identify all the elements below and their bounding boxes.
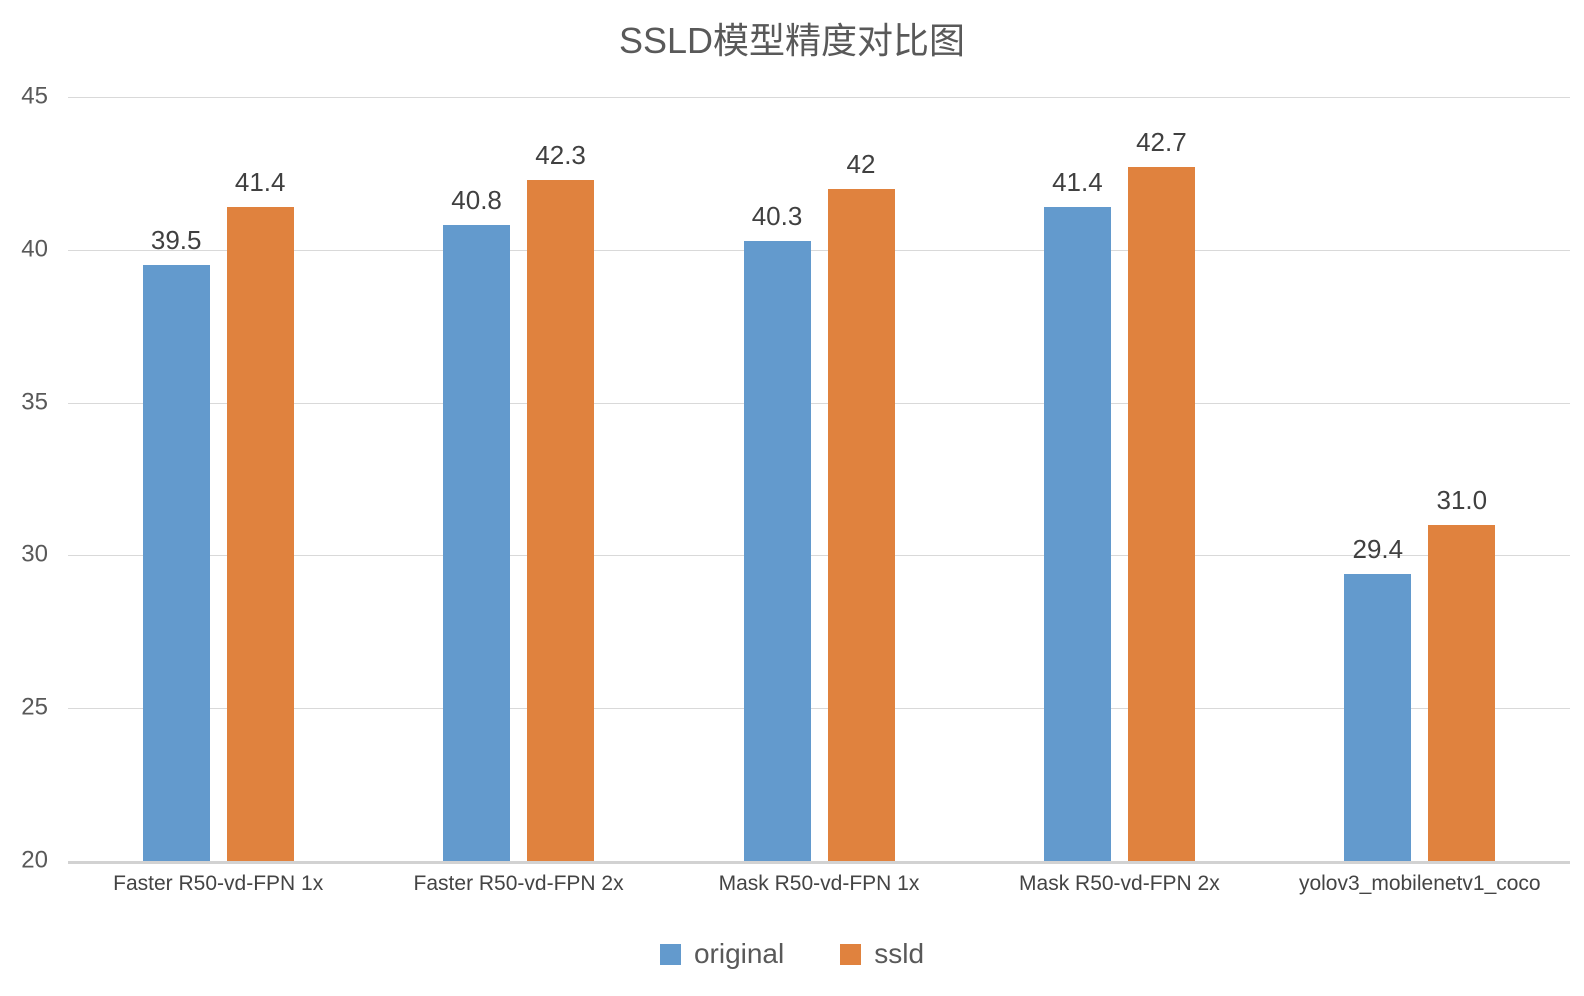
bar-value-label: 40.3 — [751, 200, 803, 231]
legend-label: original — [693, 938, 785, 969]
y-tick-label: 35 — [21, 388, 48, 416]
x-category-label: Mask R50-vd-FPN 1x — [718, 872, 920, 895]
gridline-25 — [68, 708, 1570, 710]
bar-ssld — [1428, 524, 1496, 861]
y-tick-label: 45 — [21, 82, 48, 110]
legend-swatch-icon — [659, 943, 681, 965]
y-tick-label: 40 — [21, 235, 48, 263]
gridline-35 — [68, 402, 1570, 404]
x-category-label: yolov3_mobilenetv1_coco — [1298, 872, 1541, 895]
chart-title: SSLD模型精度对比图 — [618, 20, 966, 61]
gridline-30 — [68, 555, 1570, 557]
bar-value-label: 29.4 — [1352, 533, 1404, 564]
bar-ssld — [527, 179, 595, 861]
bar-value-label: 41.4 — [1052, 167, 1103, 198]
x-category-label: Mask R50-vd-FPN 2x — [1019, 872, 1220, 895]
legend-item-original: original — [659, 938, 785, 970]
x-category-label: Faster R50-vd-FPN 2x — [413, 872, 624, 895]
gridline-40 — [68, 249, 1570, 251]
bar-original — [743, 240, 811, 861]
legend-swatch-icon — [840, 943, 862, 965]
bar-value-label: 42 — [846, 148, 876, 179]
bar-value-label: 42.3 — [535, 139, 586, 170]
y-tick-label: 30 — [21, 540, 48, 568]
gridline-20 — [68, 861, 1570, 864]
bar-value-label: 31.0 — [1436, 484, 1488, 515]
legend: original ssld — [0, 938, 1584, 970]
bar-value-label: 42.7 — [1136, 127, 1187, 158]
bar-ssld — [1127, 167, 1195, 861]
x-axis: Faster R50-vd-FPN 1x Faster R50-vd-FPN 2x… — [68, 872, 1570, 908]
bar-value-label: 41.4 — [234, 167, 286, 198]
y-tick-label: 25 — [21, 693, 48, 721]
x-category-label: Faster R50-vd-FPN 1x — [113, 872, 324, 895]
bar-value-label: 39.5 — [150, 225, 202, 256]
bar-original — [1344, 573, 1412, 861]
bar-original — [443, 225, 511, 861]
bar-ssld — [827, 188, 895, 861]
bar-ssld — [226, 207, 294, 861]
bar-original — [1043, 207, 1111, 861]
legend-item-ssld: ssld — [840, 938, 924, 970]
bar-original — [142, 265, 210, 861]
legend-label: ssld — [874, 938, 925, 969]
plot-area: 39.5 41.4 40.8 42.3 40.3 42 41.4 42.7 29.4 31.0 — [68, 97, 1570, 864]
y-tick-label: 20 — [21, 846, 48, 874]
bar-value-label: 40.8 — [451, 185, 502, 216]
gridline-45 — [68, 97, 1570, 98]
